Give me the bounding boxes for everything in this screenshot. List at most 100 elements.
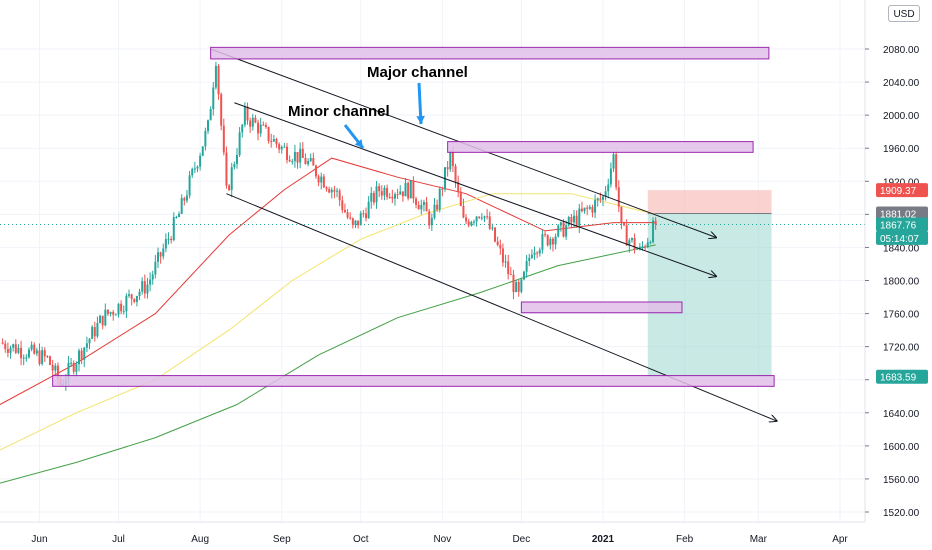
- candle: [112, 309, 115, 321]
- candle-body: [214, 65, 217, 88]
- candle-body: [475, 216, 478, 222]
- candle: [530, 249, 533, 260]
- candle-body: [35, 350, 38, 354]
- candle: [307, 158, 310, 167]
- candle: [257, 119, 260, 141]
- candle: [509, 266, 512, 276]
- candle-body: [407, 182, 410, 199]
- candle-body: [75, 364, 78, 372]
- candle-body: [441, 188, 444, 190]
- candle-body: [520, 279, 523, 292]
- candle: [520, 278, 523, 294]
- candle-body: [159, 252, 162, 257]
- candle: [609, 162, 612, 188]
- candle-body: [12, 344, 15, 348]
- candle: [407, 181, 410, 201]
- candle: [283, 143, 286, 148]
- candle-body: [596, 198, 599, 201]
- candle: [454, 163, 457, 188]
- candle: [604, 186, 607, 201]
- candle-body: [483, 216, 486, 218]
- candle-body: [141, 281, 144, 292]
- candle: [583, 207, 586, 214]
- candle: [291, 158, 294, 165]
- candle-body: [575, 215, 578, 226]
- candle: [149, 272, 152, 292]
- candle: [135, 295, 138, 307]
- candle: [494, 227, 497, 243]
- candle-body: [128, 294, 131, 296]
- candle-body: [357, 220, 360, 226]
- candle-body: [644, 246, 647, 248]
- candle: [249, 117, 252, 133]
- x-tick-label: Aug: [191, 534, 209, 545]
- y-tick-label: 1560.00: [883, 475, 920, 486]
- candle-body: [333, 189, 336, 192]
- candle: [133, 298, 136, 304]
- candle-body: [470, 221, 473, 226]
- candle-body: [559, 222, 562, 226]
- candle: [459, 187, 462, 207]
- candle: [415, 196, 418, 209]
- candle-body: [77, 350, 80, 365]
- price-tag-bg: [876, 206, 928, 221]
- currency-badge[interactable]: USD: [888, 5, 920, 22]
- x-tick-label: Jul: [112, 534, 125, 545]
- candle: [199, 152, 202, 171]
- candle: [178, 211, 181, 218]
- x-tick-label: Dec: [512, 534, 530, 545]
- candle-body: [604, 191, 607, 197]
- candle-body: [196, 166, 199, 169]
- candle-body: [88, 338, 91, 344]
- candle-body: [275, 139, 278, 145]
- candle: [238, 127, 241, 158]
- price-tag: 1867.76: [876, 217, 928, 232]
- candle-body: [583, 207, 586, 212]
- candle-body: [175, 216, 178, 218]
- candle: [391, 189, 394, 204]
- candle: [612, 152, 615, 172]
- candle: [483, 215, 486, 223]
- candle: [38, 343, 41, 366]
- candle: [12, 343, 15, 352]
- candle-body: [430, 217, 433, 226]
- candle-body: [623, 223, 626, 226]
- candle: [49, 355, 52, 366]
- y-tick-label: 1960.00: [883, 144, 920, 155]
- candle: [362, 209, 365, 218]
- candle-body: [399, 191, 402, 195]
- candle: [586, 205, 589, 216]
- candle: [288, 155, 291, 163]
- candle: [43, 347, 46, 362]
- candle-body: [91, 327, 94, 339]
- candle: [544, 231, 547, 238]
- price-tag: 05:14:07: [876, 230, 928, 245]
- candle: [51, 359, 54, 376]
- candle: [404, 177, 407, 197]
- candle: [557, 223, 560, 238]
- candle: [188, 170, 191, 199]
- candle: [183, 196, 186, 206]
- candle-body: [378, 186, 381, 192]
- candle: [325, 186, 328, 192]
- candle-body: [283, 146, 286, 148]
- candle: [212, 82, 215, 116]
- candle: [314, 164, 317, 179]
- candle-body: [85, 343, 88, 348]
- candle: [130, 293, 133, 306]
- candle-body: [4, 343, 7, 350]
- candle: [143, 274, 146, 299]
- candle: [512, 269, 515, 300]
- candle: [6, 342, 9, 358]
- candle-body: [388, 196, 391, 198]
- candle-body: [612, 154, 615, 169]
- x-tick-label: 2021: [592, 534, 615, 545]
- candle: [104, 303, 107, 327]
- candle-body: [630, 238, 633, 241]
- candle-body: [209, 109, 212, 121]
- price-tag-label: 1683.59: [880, 373, 917, 384]
- candle: [330, 187, 333, 199]
- candle-body: [246, 106, 249, 121]
